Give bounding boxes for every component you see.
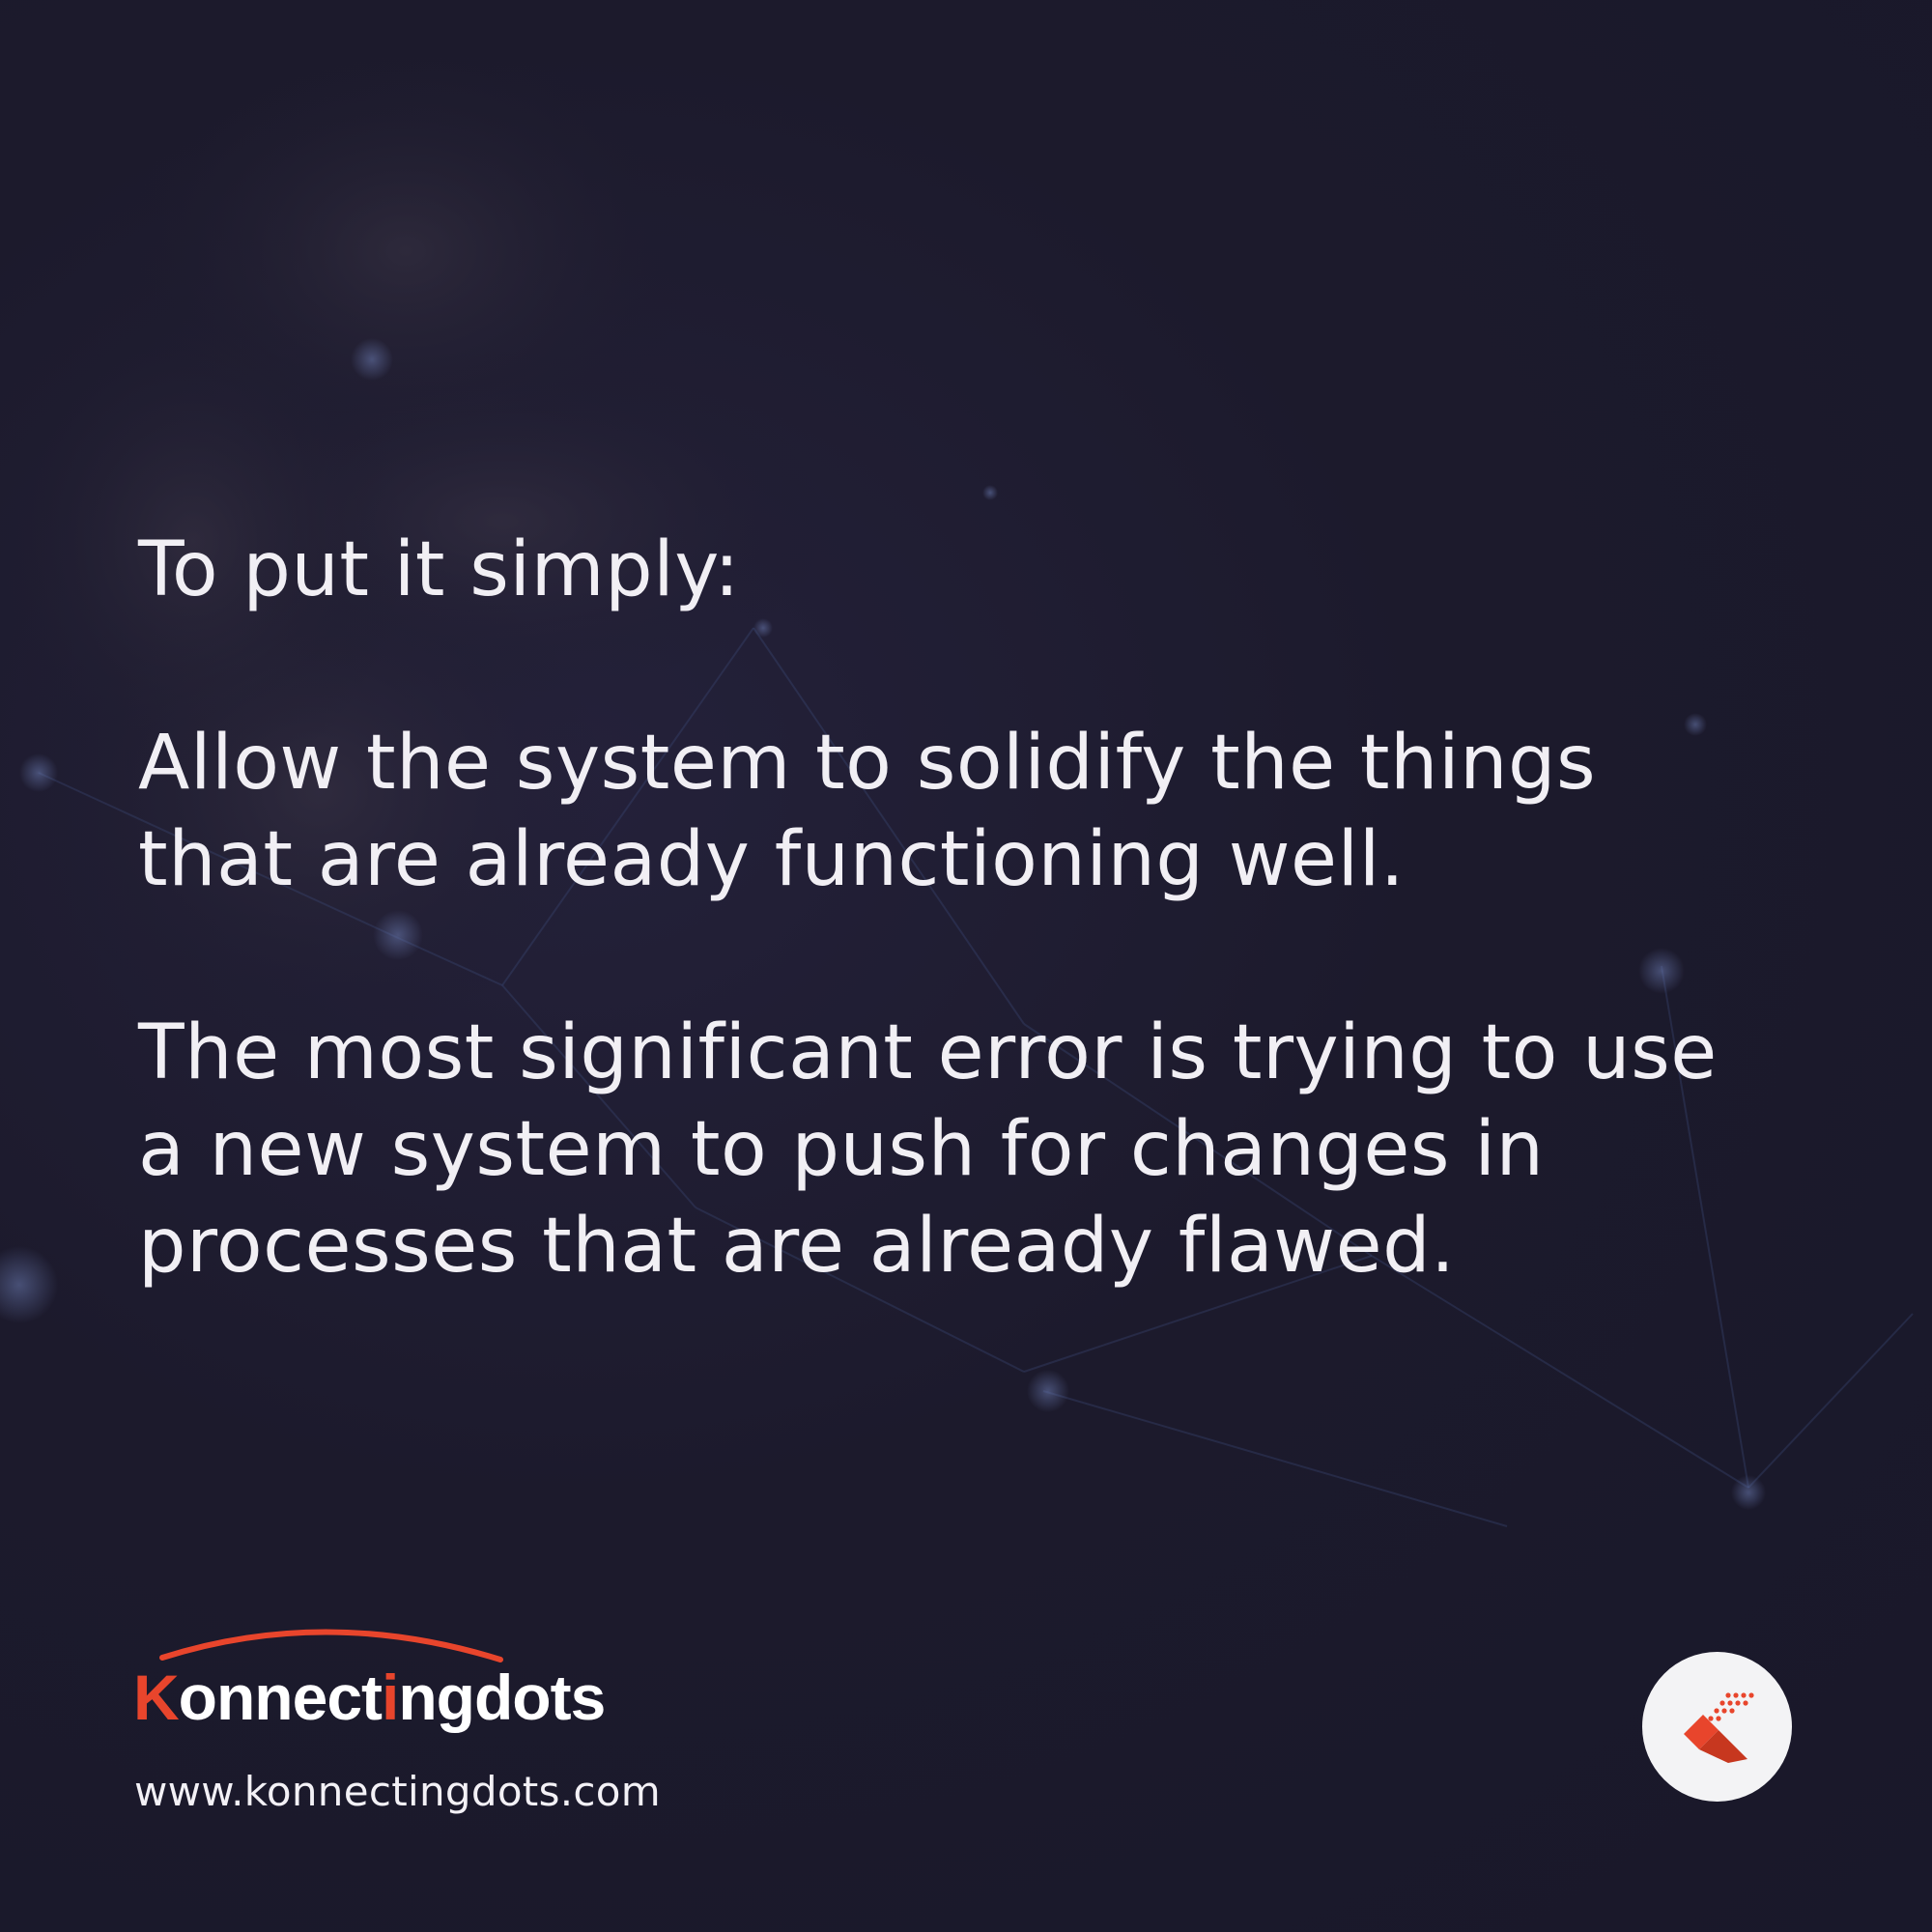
k-mark-badge xyxy=(1642,1652,1792,1802)
intro-heading: To put it simply: xyxy=(138,526,741,613)
main-text-block: To put it simply: Allow the system to so… xyxy=(138,522,1838,1294)
svg-text:Konnectingdots: Konnectingdots xyxy=(133,1662,605,1733)
website-url[interactable]: www.konnectingdots.com xyxy=(134,1768,662,1815)
paragraph-first: Allow the system to solidify the things … xyxy=(138,720,1597,903)
paragraph-second: The most significant error is trying to … xyxy=(138,1009,1718,1290)
k-mark-icon xyxy=(1683,1691,1754,1763)
konnectingdots-logo: Konnectingdots xyxy=(133,1629,606,1733)
